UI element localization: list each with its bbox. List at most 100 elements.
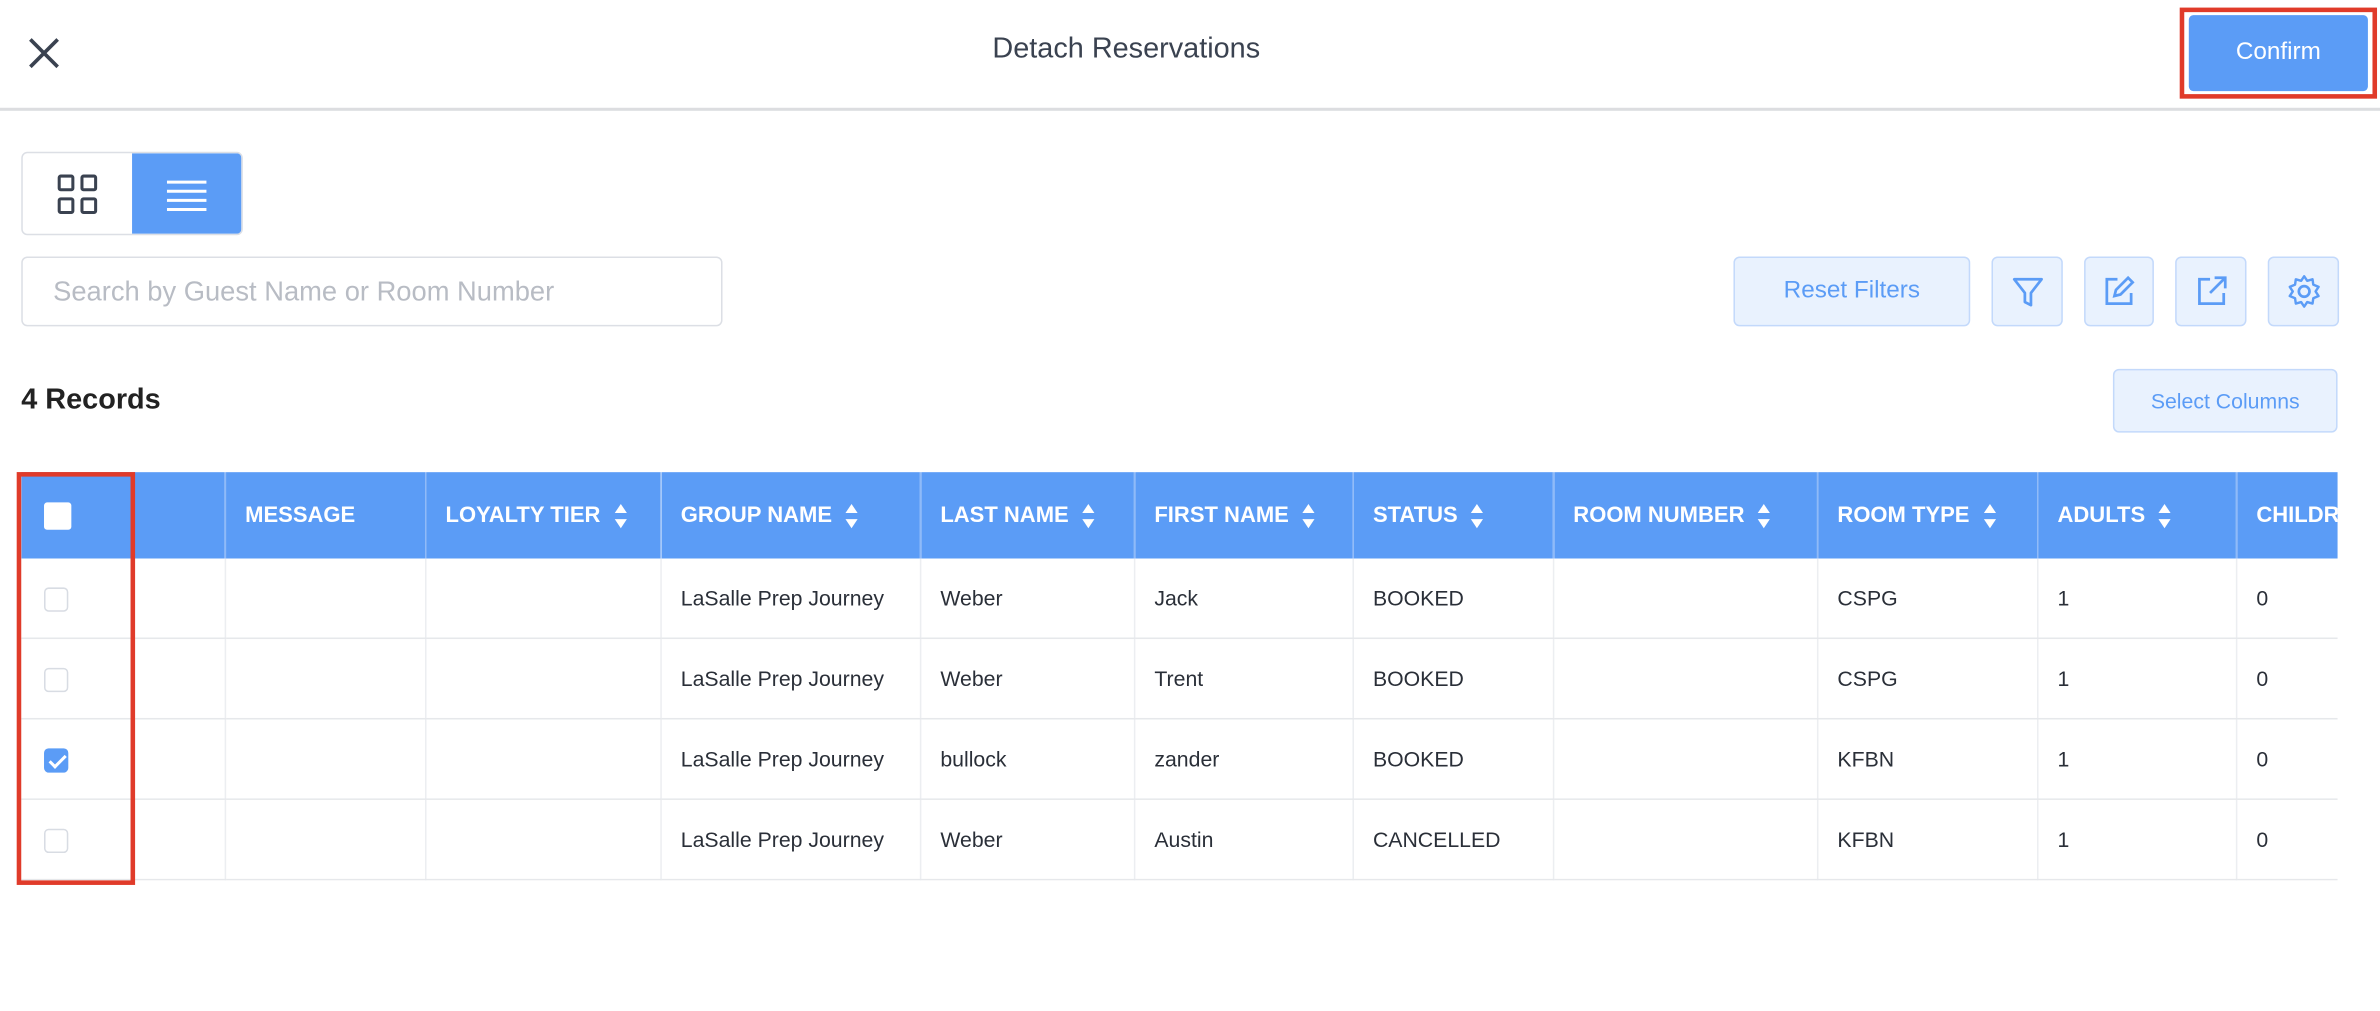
reset-filters-button[interactable]: Reset Filters [1733, 256, 1971, 327]
cell-message [224, 638, 426, 720]
cell-adults: 1 [2037, 718, 2237, 800]
confirm-button[interactable]: Confirm [2188, 15, 2368, 92]
settings-button[interactable] [2267, 256, 2340, 327]
dialog-title: Detach Reservations [992, 33, 1261, 66]
edit-button[interactable] [2084, 256, 2154, 327]
grid-view-button[interactable] [23, 153, 132, 233]
table-row[interactable]: LaSalle Prep Journey Weber Trent BOOKED CSPG… [21, 638, 2338, 720]
cell-childr: 0 [2235, 718, 2338, 800]
grid-icon [57, 173, 98, 214]
cell-first-name: Austin [1133, 799, 1354, 881]
cell-loyalty-tier [425, 799, 662, 881]
cell-first-name: Trent [1133, 638, 1354, 720]
column-header-label: LOYALTY TIER [445, 502, 601, 528]
sort-icon[interactable] [1301, 502, 1316, 529]
dialog-header [0, 0, 2380, 111]
cell-childr: 0 [2235, 638, 2338, 720]
export-button[interactable] [2175, 256, 2247, 327]
select-columns-button[interactable]: Select Columns [2112, 368, 2338, 433]
column-header-childr: CHILDR [2235, 472, 2338, 559]
select-all-cell [21, 472, 133, 559]
row-checkbox[interactable] [44, 667, 69, 692]
sort-icon[interactable] [613, 502, 628, 529]
cell-adults: 1 [2037, 799, 2237, 881]
cell-room-type: CSPG [1816, 558, 2038, 640]
row-checkbox[interactable] [44, 586, 69, 612]
cell-room-type: KFBN [1816, 799, 2038, 881]
column-header-last-name[interactable]: LAST NAME [919, 472, 1135, 559]
sort-icon[interactable] [1081, 502, 1096, 529]
cell-group-name: LaSalle Prep Journey [660, 558, 921, 640]
cell-first-name: Jack [1133, 558, 1354, 640]
column-header-label: FIRST NAME [1154, 502, 1289, 528]
column-header-message: MESSAGE [224, 472, 426, 559]
table-row[interactable]: LaSalle Prep Journey bullock zander BOOKED K… [21, 718, 2338, 800]
sort-icon[interactable] [1757, 502, 1772, 529]
cell-adults: 1 [2037, 638, 2237, 720]
cell-adults: 1 [2037, 558, 2237, 640]
view-mode-toggle [21, 151, 243, 236]
table-header-row: MESSAGE LOYALTY TIER GROUP NAME LAST NAME FI… [21, 472, 2338, 559]
list-view-button[interactable] [132, 153, 242, 234]
settings-icon [2287, 275, 2320, 308]
cell-status: BOOKED [1352, 558, 1554, 640]
cell-childr: 0 [2235, 799, 2338, 881]
cell-room-number [1552, 638, 1818, 720]
cell-status: BOOKED [1352, 718, 1554, 800]
edit-icon [2105, 275, 2135, 305]
cell-last-name: Weber [919, 638, 1135, 720]
column-header-label: MESSAGE [245, 503, 356, 528]
cell-message [224, 718, 426, 800]
cell-message [224, 558, 426, 640]
row-checkbox[interactable] [44, 828, 69, 853]
cell-loyalty-tier [425, 558, 662, 640]
column-header-label: CHILDR [2256, 503, 2338, 528]
column-header-room-type[interactable]: ROOM TYPE [1816, 472, 2038, 559]
cell-room-type: KFBN [1816, 718, 2038, 800]
column-header-label: ROOM TYPE [1837, 502, 1970, 528]
row-select-cell [21, 558, 133, 640]
table-row[interactable]: LaSalle Prep Journey Weber Jack BOOKED CSPG 1… [21, 558, 2338, 640]
cell-group-name: LaSalle Prep Journey [660, 799, 921, 881]
sort-icon[interactable] [844, 502, 859, 529]
column-header-label: ROOM NUMBER [1573, 502, 1745, 528]
export-icon [2197, 276, 2226, 305]
column-header-status[interactable]: STATUS [1352, 472, 1554, 559]
column-header-label: LAST NAME [940, 502, 1069, 528]
spacer-cell [132, 718, 226, 800]
row-select-cell [21, 718, 133, 800]
sort-icon[interactable] [1982, 502, 1997, 529]
sort-icon[interactable] [2157, 502, 2172, 529]
column-header-room-number[interactable]: ROOM NUMBER [1552, 472, 1818, 559]
spacer-cell [132, 558, 226, 640]
filter-icon [2012, 277, 2043, 307]
cell-last-name: Weber [919, 799, 1135, 881]
cell-last-name: bullock [919, 718, 1135, 800]
cell-message [224, 799, 426, 881]
spacer-cell [132, 638, 226, 720]
select-all-checkbox[interactable] [44, 501, 72, 529]
row-select-cell [21, 638, 133, 720]
close-icon[interactable] [24, 33, 63, 72]
cell-room-number [1552, 799, 1818, 881]
list-icon [166, 179, 207, 211]
row-checkbox[interactable] [44, 747, 69, 773]
column-header-label: ADULTS [2057, 502, 2146, 528]
cell-room-number [1552, 718, 1818, 800]
column-header-first-name[interactable]: FIRST NAME [1133, 472, 1354, 559]
cell-last-name: Weber [919, 558, 1135, 640]
sort-icon[interactable] [1470, 502, 1485, 529]
cell-status: BOOKED [1352, 638, 1554, 720]
table-row[interactable]: LaSalle Prep Journey Weber Austin CANCELLED… [21, 799, 2338, 881]
search-input[interactable] [21, 256, 723, 327]
cell-room-number [1552, 558, 1818, 640]
column-header-label: GROUP NAME [680, 502, 833, 528]
filter-button[interactable] [1991, 256, 2063, 327]
column-header-group-name[interactable]: GROUP NAME [660, 472, 921, 559]
cell-childr: 0 [2235, 558, 2338, 640]
cell-status: CANCELLED [1352, 799, 1554, 881]
column-header-adults[interactable]: ADULTS [2037, 472, 2237, 559]
row-select-cell [21, 799, 133, 881]
column-header-loyalty-tier[interactable]: LOYALTY TIER [425, 472, 662, 559]
